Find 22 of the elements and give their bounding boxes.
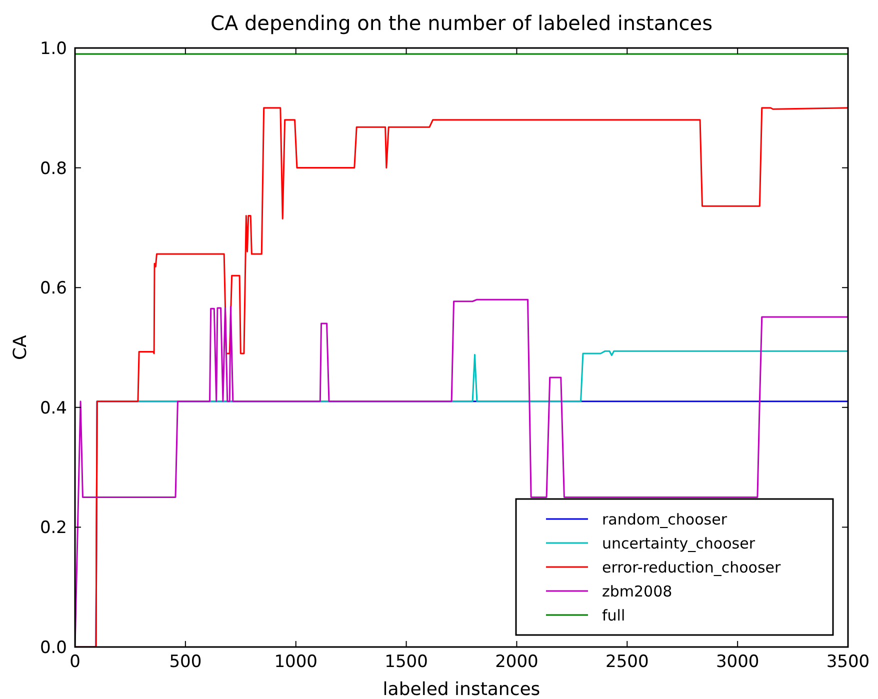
x-tick-label: 2000 — [495, 652, 538, 672]
y-tick-label: 0.4 — [40, 398, 67, 418]
legend-label: zbm2008 — [602, 582, 672, 600]
x-tick-label: 0 — [70, 652, 80, 672]
y-axis-title: CA — [10, 334, 31, 360]
x-axis-title: labeled instances — [382, 679, 540, 699]
x-tick-label: 2500 — [606, 652, 649, 672]
legend-label: error-reduction_chooser — [602, 558, 782, 576]
y-tick-label: 1.0 — [40, 38, 67, 59]
legend-label: full — [602, 606, 626, 624]
chart-title: CA depending on the number of labeled instances — [210, 11, 713, 35]
y-tick-label: 0.8 — [40, 158, 67, 179]
x-tick-label: 3500 — [826, 652, 870, 672]
x-tick-label: 1500 — [384, 652, 428, 672]
y-tick-label: 0.2 — [40, 518, 67, 538]
legend-label: uncertainty_chooser — [602, 534, 756, 552]
y-tick-label: 0.0 — [40, 638, 67, 658]
x-tick-label: 3000 — [716, 652, 760, 672]
x-tick-label: 1000 — [274, 652, 318, 672]
legend-label: random_chooser — [602, 510, 728, 528]
y-tick-label: 0.6 — [40, 278, 67, 299]
x-tick-label: 500 — [169, 652, 202, 672]
